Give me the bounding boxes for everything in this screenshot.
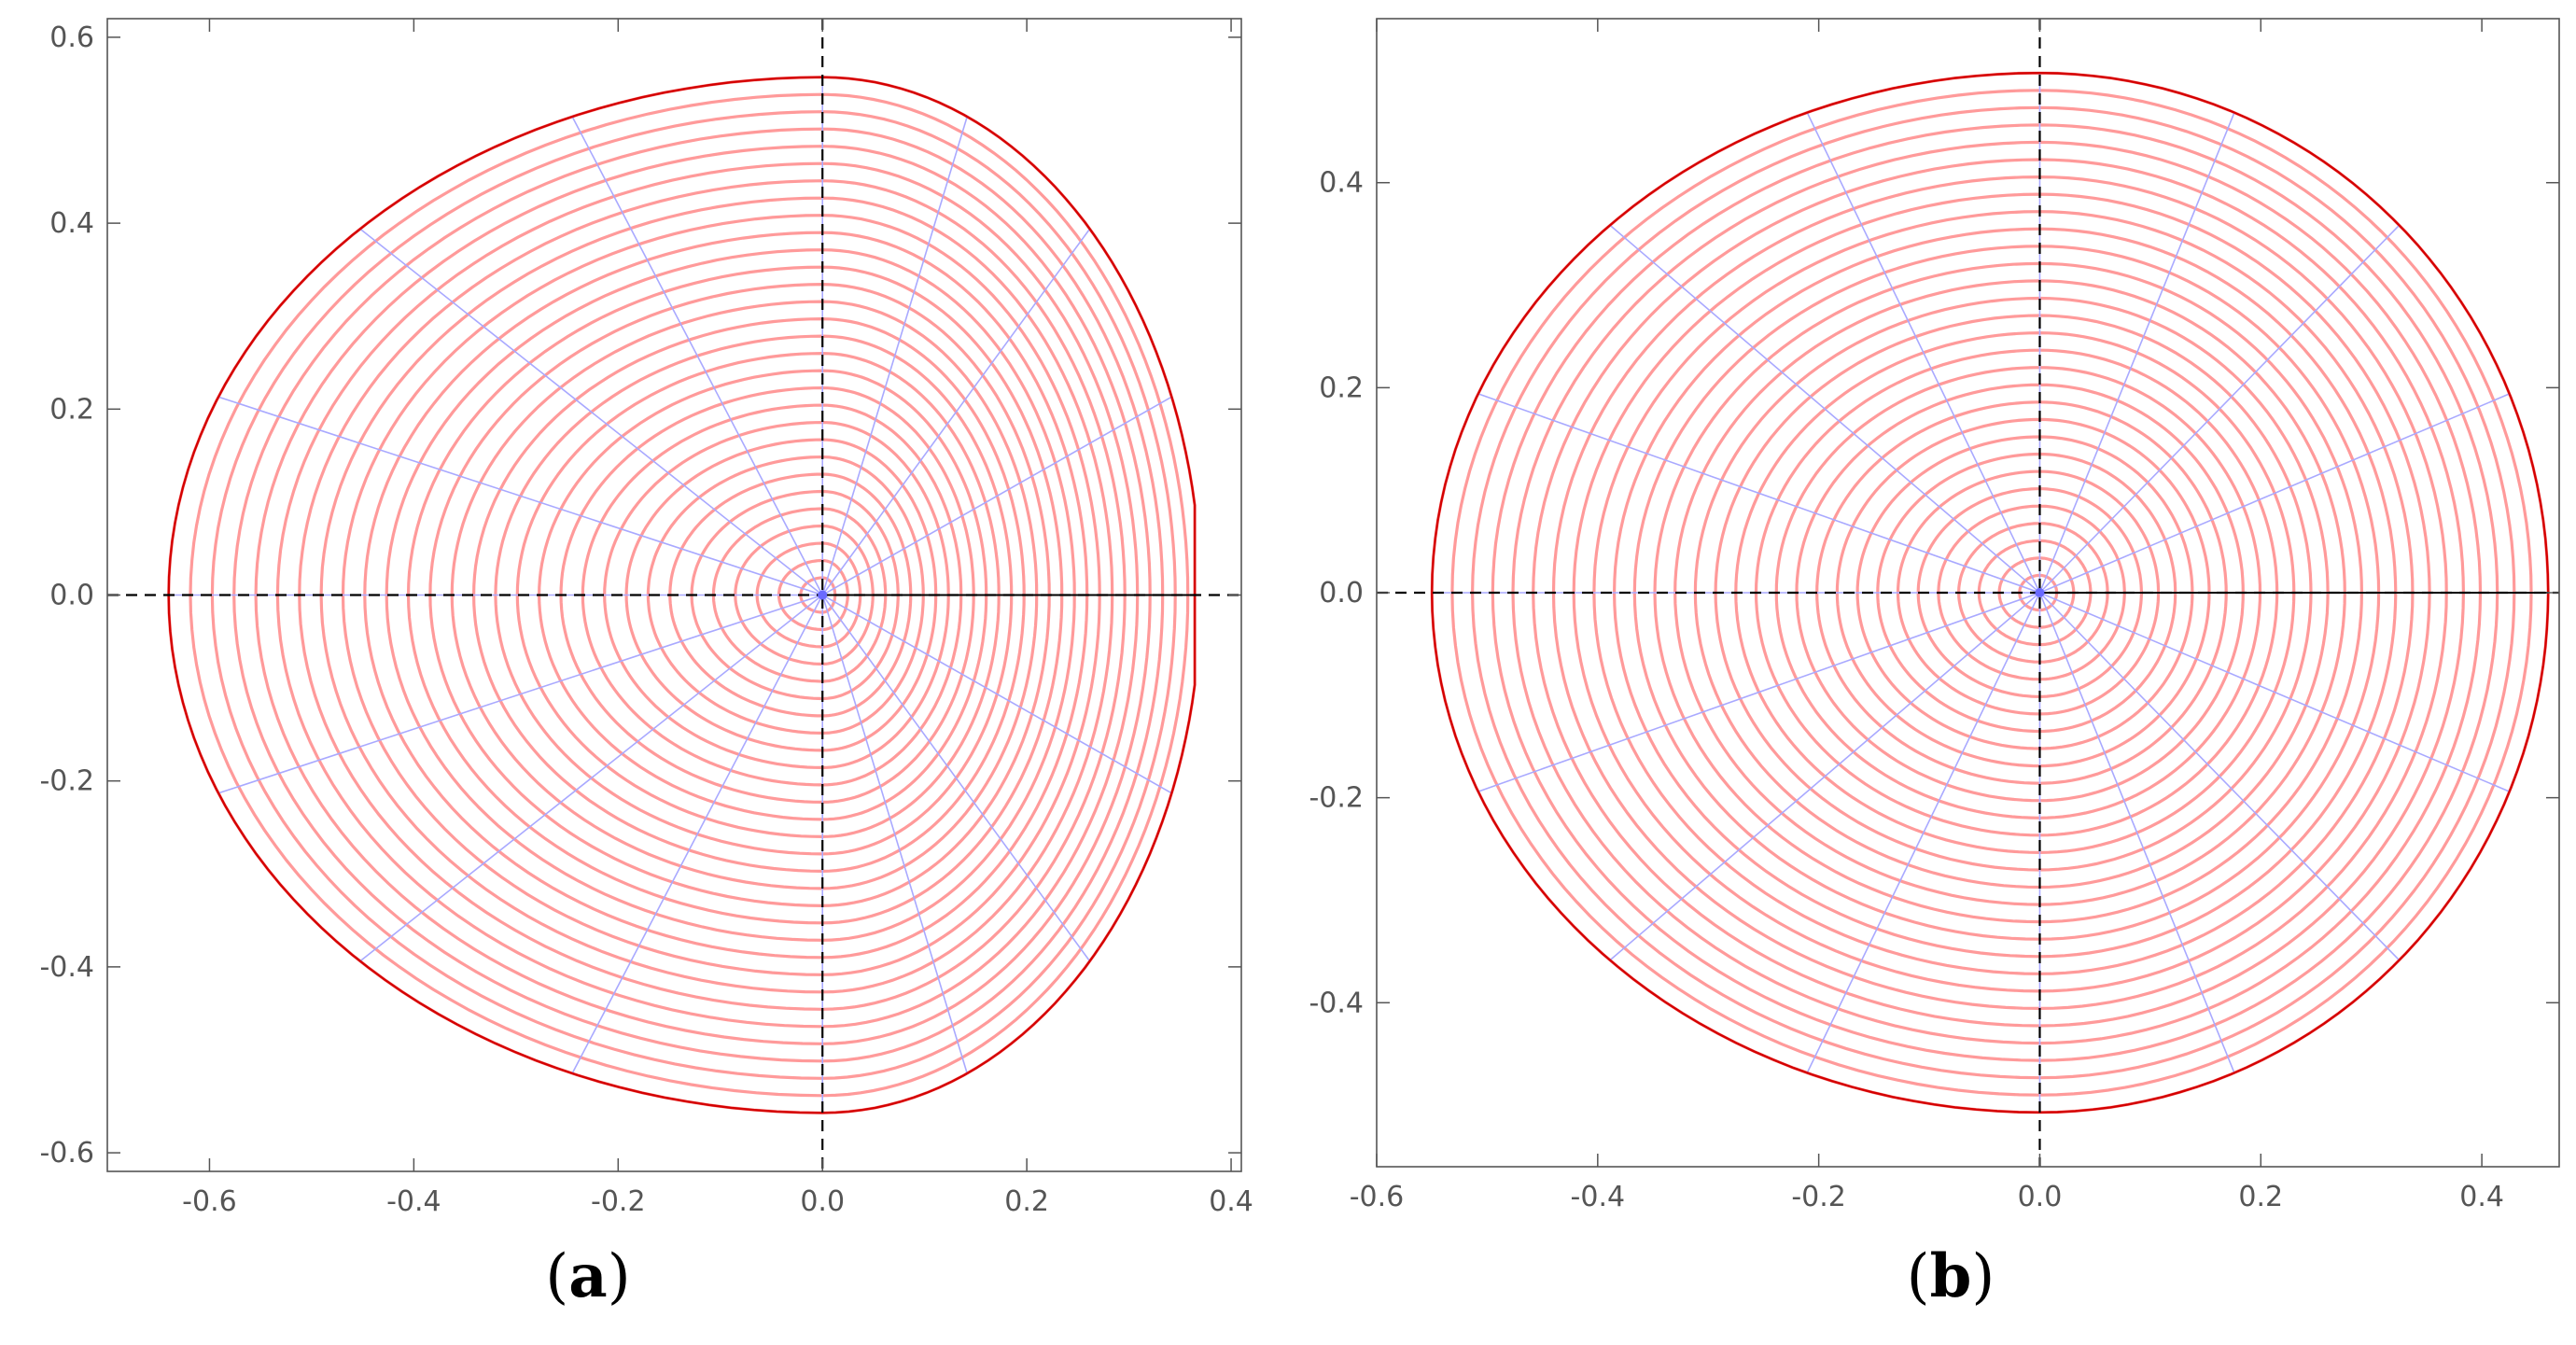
caption-b-letter: b bbox=[1929, 1241, 1972, 1311]
caption-a-letter: a bbox=[568, 1241, 608, 1311]
radial-line bbox=[359, 228, 823, 596]
x-tick-label: -0.4 bbox=[386, 1185, 441, 1218]
x-tick-label: 0.0 bbox=[2018, 1181, 2063, 1213]
radial-line bbox=[821, 228, 1091, 595]
radial-line bbox=[2038, 112, 2235, 594]
y-tick-label: -0.2 bbox=[1309, 782, 1364, 815]
radial-line bbox=[1609, 592, 2040, 961]
radial-line bbox=[217, 396, 823, 596]
x-tick-label: -0.2 bbox=[1791, 1181, 1846, 1213]
radial-line bbox=[1477, 592, 2040, 792]
y-tick-label: 0.4 bbox=[49, 207, 94, 240]
chart-panel-b: -0.6 -0.4 -0.2 0.0 0.2 0.4 0.4 0.2 0.0 -0.2 -0.4 (… bbox=[1288, 0, 2576, 1345]
caption-a: (a) bbox=[545, 1241, 631, 1311]
radial-line bbox=[821, 594, 1172, 794]
y-tick-label: -0.6 bbox=[39, 1137, 94, 1170]
x-tick-label: -0.4 bbox=[1571, 1181, 1626, 1213]
radial-line bbox=[1806, 112, 2041, 594]
radial-line bbox=[217, 594, 823, 794]
radial-line bbox=[2038, 592, 2401, 961]
x-tick-label: 0.2 bbox=[2238, 1181, 2283, 1213]
x-tick-label: 0.4 bbox=[2459, 1181, 2504, 1213]
y-tick-label: 0.6 bbox=[49, 21, 94, 54]
center-point bbox=[818, 590, 828, 600]
y-tick-label: 0.2 bbox=[1319, 371, 1364, 404]
radial-line bbox=[2039, 592, 2511, 792]
x-tick-label: -0.6 bbox=[182, 1185, 237, 1218]
y-tick-label: -0.2 bbox=[39, 765, 94, 798]
radial-line bbox=[821, 595, 968, 1074]
radial-line bbox=[571, 116, 823, 595]
radial-line bbox=[2038, 224, 2401, 594]
x-tick-label: 0.4 bbox=[1209, 1185, 1253, 1218]
y-tick-label: -0.4 bbox=[39, 951, 94, 984]
radial-line bbox=[1609, 224, 2040, 594]
y-tick-label: 0.4 bbox=[1319, 167, 1364, 200]
caption-b: (b) bbox=[1906, 1241, 1995, 1311]
x-tick-label: -0.6 bbox=[1350, 1181, 1405, 1213]
chart-panel-a: -0.6 -0.4 -0.2 0.0 0.2 0.4 0.6 0.4 0.2 0.0 -0.2 -0.… bbox=[39, 18, 1253, 1311]
radial-line bbox=[821, 396, 1172, 596]
radial-line bbox=[571, 595, 823, 1074]
x-tick-label: -0.2 bbox=[591, 1185, 646, 1218]
y-tick-label: 0.0 bbox=[1319, 577, 1364, 609]
radial-line bbox=[1477, 393, 2040, 594]
chart-a-svg: -0.6 -0.4 -0.2 0.0 0.2 0.4 0.6 0.4 0.2 0.0 -0.2 -0.… bbox=[39, 18, 1253, 1218]
radial-line bbox=[821, 595, 1091, 962]
radial-line bbox=[1806, 592, 2041, 1073]
x-tick-label: 0.0 bbox=[800, 1185, 845, 1218]
radial-line bbox=[2038, 592, 2235, 1073]
center-point bbox=[2035, 588, 2045, 597]
radial-line bbox=[821, 116, 968, 595]
radial-line bbox=[2039, 393, 2511, 594]
y-tick-label: -0.4 bbox=[1309, 987, 1364, 1019]
chart-b-svg: -0.6 -0.4 -0.2 0.0 0.2 0.4 0.4 0.2 0.0 -0.2 -0.4 bbox=[1309, 18, 2560, 1213]
y-tick-label: 0.0 bbox=[49, 580, 94, 612]
y-tick-label: 0.2 bbox=[49, 393, 94, 426]
radial-line bbox=[359, 594, 823, 962]
x-tick-label: 0.2 bbox=[1004, 1185, 1049, 1218]
